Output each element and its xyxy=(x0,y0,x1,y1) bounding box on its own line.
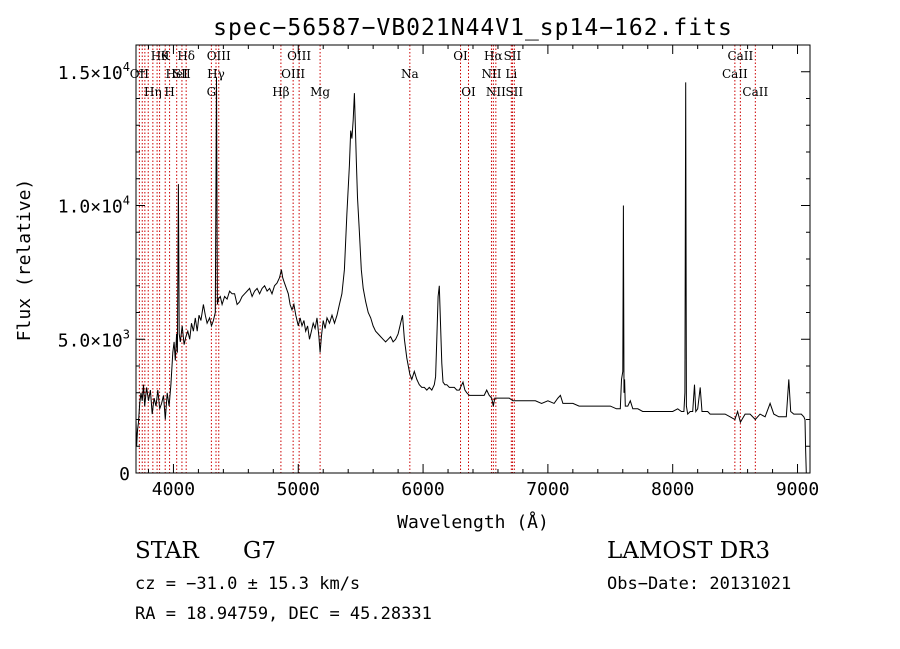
line-label: OI xyxy=(461,85,476,99)
line-label: K xyxy=(161,49,171,63)
line-label: SII xyxy=(504,49,522,63)
spectral-subclass: G7 xyxy=(243,538,277,564)
coordinates: RA = 18.94759, DEC = 45.28331 xyxy=(135,604,432,624)
line-label: Li xyxy=(505,67,517,81)
line-label: OI xyxy=(453,49,468,63)
x-tick-label: 8000 xyxy=(651,479,694,500)
line-label: CaII xyxy=(727,49,753,63)
line-label: Hθ xyxy=(151,49,169,63)
x-tick-label: 9000 xyxy=(776,479,819,500)
line-label: Hα xyxy=(484,49,503,63)
x-tick-label: 7000 xyxy=(526,479,569,500)
survey-name: LAMOST DR3 xyxy=(607,538,771,564)
line-label: HeI xyxy=(166,67,189,81)
line-label: Hβ xyxy=(272,85,289,99)
y-axis-ticks: 0 5.0×103 1.0×104 1.5×104 xyxy=(58,60,810,485)
line-label: OIII xyxy=(207,49,231,63)
line-label: SII xyxy=(505,85,523,99)
y-tick-label: 0 xyxy=(119,464,130,485)
y-tick-label: 1.0×104 xyxy=(58,194,130,218)
x-tick-label: 4000 xyxy=(152,479,195,500)
line-label: Hδ xyxy=(177,49,195,63)
spectrum-line xyxy=(135,77,807,474)
line-label: G xyxy=(207,85,217,99)
line-label: OIII xyxy=(287,49,311,63)
line-label: SII xyxy=(173,67,191,81)
line-label: NII xyxy=(486,85,506,99)
line-label: Mg xyxy=(310,85,330,99)
x-tick-label: 5000 xyxy=(277,479,320,500)
line-label: NII xyxy=(481,67,501,81)
spectral-line-labels: OIIHηHθKHHeISIIHδGHγOIIIHβOIIIOIIIMgNaOI… xyxy=(130,49,769,99)
line-label: H xyxy=(164,85,174,99)
line-label: CaII xyxy=(722,67,748,81)
y-axis-label: Flux (relative) xyxy=(14,179,35,342)
spectral-line-markers xyxy=(138,45,756,473)
redshift-value: cz = −31.0 ± 15.3 km/s xyxy=(135,574,361,594)
object-type: STAR xyxy=(135,538,199,564)
line-label: CaII xyxy=(742,85,768,99)
x-axis-label: Wavelength (Å) xyxy=(397,511,549,533)
line-label: Hγ xyxy=(207,67,225,81)
line-label: OIII xyxy=(281,67,305,81)
observation-date: Obs−Date: 20131021 xyxy=(607,574,792,594)
line-label: OII xyxy=(130,67,150,81)
x-axis-ticks: 4000 5000 6000 7000 8000 9000 xyxy=(147,45,819,500)
line-label: Na xyxy=(401,67,419,81)
y-tick-label: 5.0×103 xyxy=(58,327,130,351)
line-label: Hη xyxy=(144,85,162,99)
y-tick-label: 1.5×104 xyxy=(58,60,130,84)
plot-frame xyxy=(135,44,811,474)
x-tick-label: 6000 xyxy=(401,479,444,500)
chart-title: spec−56587−VB021N44V1_sp14−162.fits xyxy=(213,15,733,41)
